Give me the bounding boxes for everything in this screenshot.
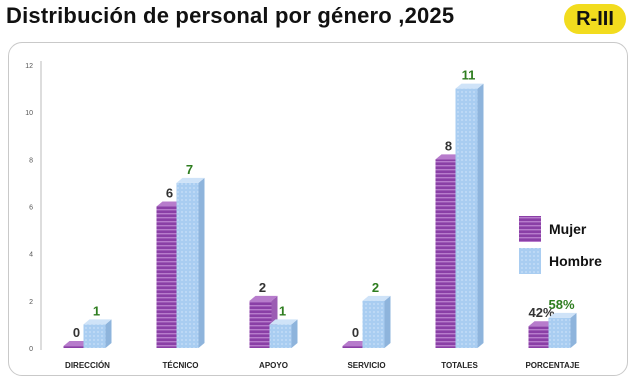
bar-hombre	[362, 300, 385, 348]
bar-side-hombre	[384, 295, 391, 348]
bar-side-hombre	[570, 312, 577, 348]
bar-side-hombre	[105, 319, 112, 348]
legend-swatch-hombre	[519, 248, 541, 274]
y-tick-label: 6	[29, 205, 33, 212]
category-label: TOTALES	[441, 361, 478, 370]
legend-label-mujer: Mujer	[549, 221, 587, 237]
category-label: DIRECCIÓN	[65, 361, 110, 370]
bar-mujer	[528, 326, 551, 348]
value-label-mujer: 0	[352, 325, 359, 340]
bar-top-hombre	[455, 83, 484, 89]
chart-title: Distribución de personal por género ,202…	[6, 3, 455, 28]
bar-hombre	[176, 182, 199, 348]
y-tick-label: 4	[29, 252, 33, 259]
category-label: SERVICIO	[347, 361, 385, 370]
legend-label-hombre: Hombre	[549, 253, 602, 269]
value-label-hombre: 1	[279, 303, 286, 318]
value-label-mujer: 2	[259, 280, 266, 295]
chart-legend: Mujer Hombre	[519, 216, 602, 274]
bar-chart: 024681012DIRECCIÓN01TÉCNICO67APOYO21SERV…	[25, 61, 602, 370]
bar-top-hombre	[83, 319, 112, 325]
y-tick-label: 8	[29, 157, 33, 164]
value-label-mujer: 6	[166, 186, 173, 201]
value-label-hombre: 11	[462, 68, 476, 83]
bar-hombre	[548, 317, 571, 348]
region-badge: R-III	[564, 4, 626, 34]
y-tick-label: 10	[25, 110, 33, 117]
bar-hombre	[269, 324, 292, 348]
value-label-mujer: 0	[73, 325, 80, 340]
category-label: APOYO	[259, 361, 288, 370]
bar-top-hombre	[362, 295, 391, 301]
bar-top-hombre	[176, 177, 205, 183]
value-label-hombre: 58%	[548, 297, 574, 312]
value-label-mujer: 42%	[528, 305, 554, 320]
bar-mujer	[156, 206, 179, 348]
bar-mujer	[435, 159, 458, 348]
bar-side-hombre	[477, 83, 484, 349]
value-label-hombre: 2	[372, 280, 379, 295]
y-tick-label: 2	[29, 299, 33, 306]
bar-mujer	[249, 300, 272, 348]
value-label-hombre: 1	[93, 303, 100, 318]
category-label: PORCENTAJE	[525, 361, 580, 370]
y-tick-label: 0	[29, 346, 33, 353]
bar-hombre	[455, 88, 478, 349]
bar-mujer	[342, 346, 365, 348]
category-label: TÉCNICO	[163, 361, 199, 370]
bar-side-hombre	[198, 177, 205, 348]
value-label-mujer: 8	[445, 138, 452, 153]
bar-hombre	[83, 324, 106, 348]
bar-top-hombre	[269, 319, 298, 325]
bar-top-mujer	[249, 295, 278, 301]
legend-swatch-mujer	[519, 216, 541, 242]
bar-top-hombre	[548, 312, 577, 318]
bar-side-hombre	[291, 319, 298, 348]
y-tick-label: 12	[25, 63, 33, 70]
value-label-hombre: 7	[186, 162, 193, 177]
chart-frame: 0 2 4 6 8 10 12 DIRECCIÓN 0 1 TÉCNICO 6 7 APOYO 2 1 SERV…	[8, 42, 628, 376]
bar-mujer	[63, 346, 86, 348]
